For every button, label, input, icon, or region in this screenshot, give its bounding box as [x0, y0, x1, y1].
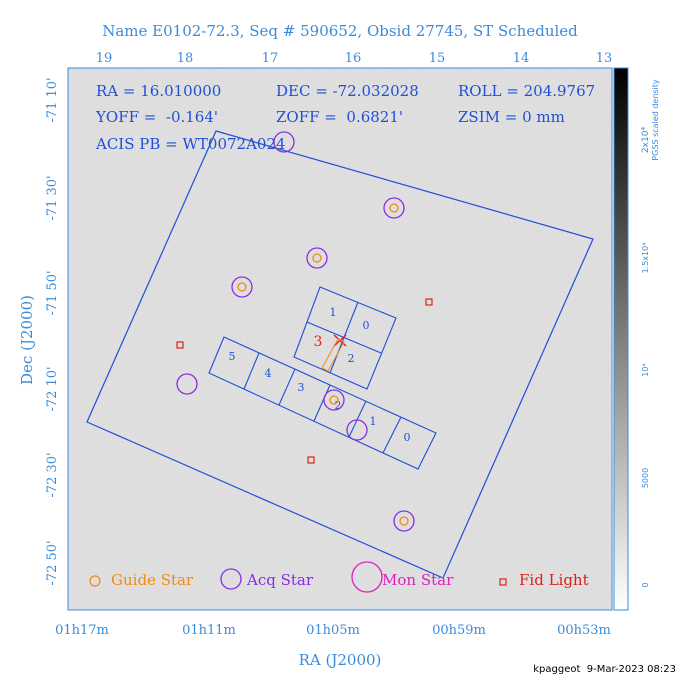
colorbar-tick-label: 1.5x10⁴: [641, 243, 650, 274]
left-tick-label: -72 50': [45, 540, 60, 585]
fid-lights: [176, 298, 433, 464]
ra-value: RA = 16.010000: [96, 82, 221, 100]
top-tick-label: 14: [513, 51, 530, 66]
x-axis-label: RA (J2000): [299, 651, 382, 669]
top-tick-label: 18: [177, 51, 194, 66]
acq-stars: [176, 131, 415, 532]
top-tick-label: 17: [262, 51, 279, 66]
colorbar-label: PGSS scaled density: [651, 79, 660, 161]
y-axis-label: Dec (J2000): [18, 295, 36, 385]
bottom-tick-label: 00h53m: [557, 623, 611, 638]
ccd-label: 2: [335, 399, 342, 412]
colorbar-tick-label: 10⁴: [641, 363, 650, 376]
ccd-label: 3: [298, 381, 305, 394]
sky-image: [67, 67, 613, 611]
fid-light-legend-icon: [499, 578, 507, 586]
ccd-label: 0: [404, 431, 411, 444]
bottom-tick-label: 00h59m: [432, 623, 486, 638]
colorbar: 2x10⁴ PGSS scaled density 1.5x10⁴ 10⁴ 50…: [613, 67, 660, 611]
colorbar-tick-label: 0: [641, 582, 650, 587]
left-axis: -71 10' -71 30' -71 50' -72 10' -72 30' …: [45, 77, 60, 585]
bottom-axis: 01h17m 01h11m 01h05m 00h59m 00h53m: [55, 623, 611, 638]
top-tick-label: 15: [429, 51, 446, 66]
zsim-value: ZSIM = 0 mm: [458, 108, 565, 126]
ccd-label: 1: [370, 415, 377, 428]
colorbar-label: 2x10⁴: [641, 127, 651, 154]
left-tick-label: -72 30': [45, 452, 60, 497]
dither-box: [321, 338, 345, 372]
ccd-label: 0: [363, 319, 370, 332]
mon-star-legend-label: Mon Star: [382, 571, 454, 589]
left-tick-label: -71 10': [45, 77, 60, 122]
zoff-value: ZOFF = 0.6821': [276, 108, 403, 126]
legend: Guide Star Acq Star Mon Star Fid Light: [89, 561, 589, 593]
dec-value: DEC = -72.032028: [276, 82, 419, 100]
footer-credit: kpaggeot 9-Mar-2023 08:23: [533, 664, 676, 675]
ccd-label: 1: [330, 306, 337, 319]
top-tick-label: 16: [345, 51, 362, 66]
roll-value: ROLL = 204.9767: [458, 82, 595, 100]
ccd-marker-label: 3: [314, 334, 323, 350]
top-tick-label: 13: [596, 51, 613, 66]
left-tick-label: -71 50': [45, 270, 60, 315]
mon-star-legend-icon: [351, 561, 383, 593]
ccd-label: 2: [348, 352, 355, 365]
acis-pb-value: ACIS PB = WT0072A024: [95, 135, 286, 153]
fov-boundary: [86, 130, 594, 579]
guide-star-legend-icon: [89, 575, 101, 587]
guide-star-legend-label: Guide Star: [111, 571, 194, 589]
acq-star-legend-icon: [220, 568, 242, 590]
acis-s-array: [208, 336, 437, 470]
bottom-tick-label: 01h17m: [55, 623, 109, 638]
bottom-tick-label: 01h11m: [182, 623, 236, 638]
colorbar-tick-label: 5000: [641, 468, 650, 488]
fid-light-legend-label: Fid Light: [519, 571, 589, 589]
guide-stars: [237, 203, 409, 526]
top-axis: 19 18 17 16 15 14 13: [96, 51, 613, 66]
ccd-label: 5: [229, 350, 236, 363]
bottom-tick-label: 01h05m: [306, 623, 360, 638]
left-tick-label: -71 30': [45, 175, 60, 220]
left-tick-label: -72 10': [45, 366, 60, 411]
top-tick-label: 19: [96, 51, 113, 66]
plot-title: Name E0102-72.3, Seq # 590652, Obsid 277…: [102, 22, 578, 40]
acq-star-legend-label: Acq Star: [246, 571, 314, 589]
pointing-info: RA = 16.010000 DEC = -72.032028 ROLL = 2…: [95, 82, 595, 153]
yoff-value: YOFF = -0.164': [95, 108, 218, 126]
ccd-label: 4: [265, 367, 272, 380]
